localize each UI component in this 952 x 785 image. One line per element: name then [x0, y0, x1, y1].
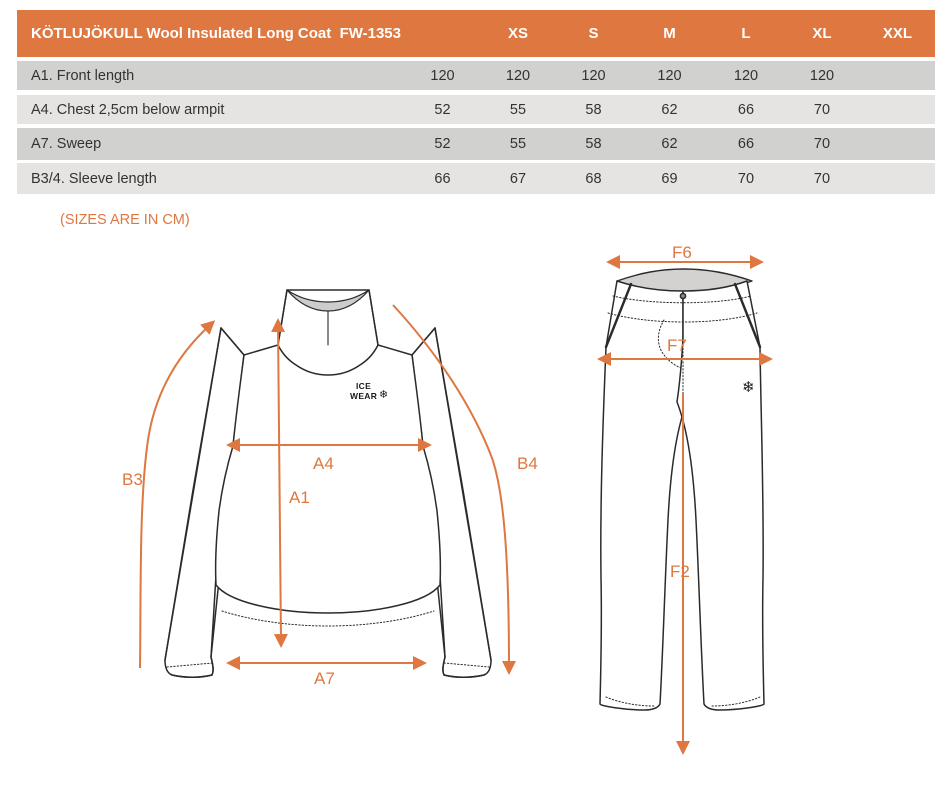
svg-text:❄: ❄ [742, 379, 755, 396]
svg-text:F7: F7 [667, 336, 687, 355]
svg-text:F6: F6 [672, 243, 692, 262]
svg-text:F2: F2 [670, 562, 690, 581]
